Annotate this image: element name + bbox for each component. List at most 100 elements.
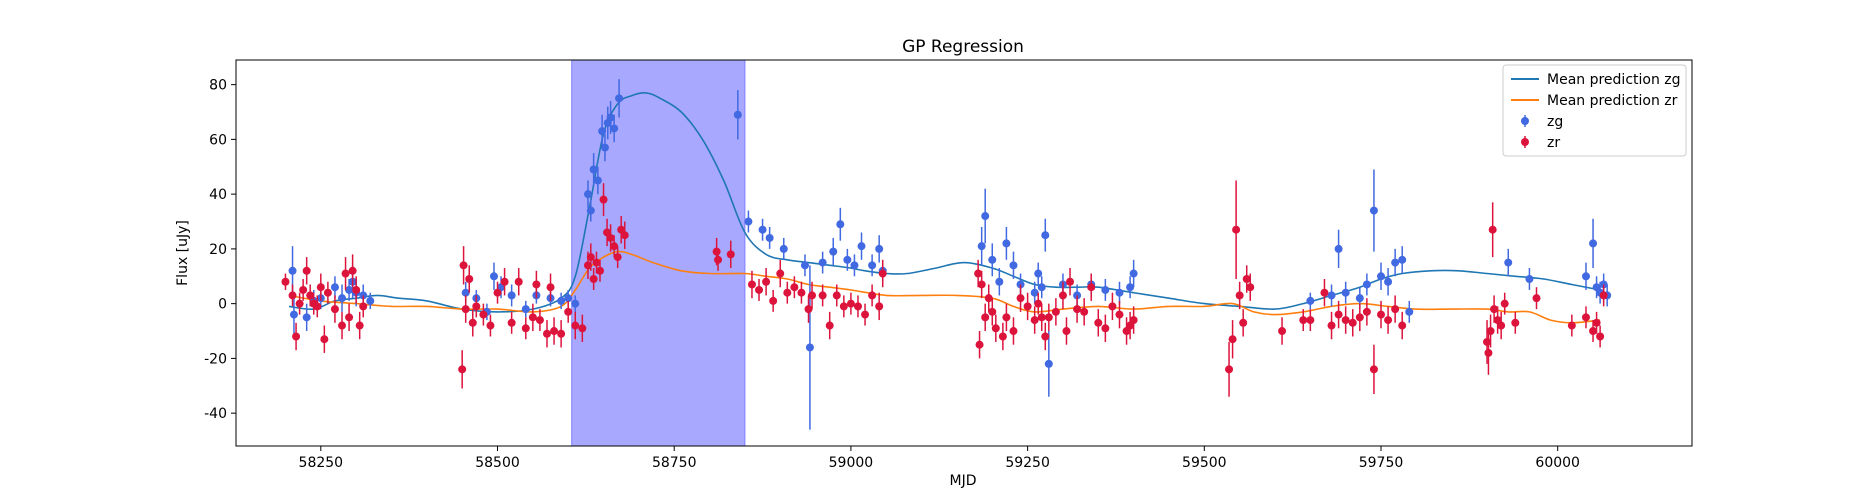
legend: Mean prediction zg Mean prediction zr zg zr: [1502, 64, 1687, 157]
data-point-zg: [1101, 285, 1110, 294]
data-point-zr: [1592, 318, 1601, 327]
data-point-zg: [1504, 258, 1513, 267]
data-point-zr: [1041, 332, 1050, 341]
data-point-zg: [288, 266, 297, 275]
data-point-zg: [1398, 255, 1407, 264]
data-point-zg: [1002, 239, 1011, 248]
data-point-zg: [606, 113, 615, 122]
data-point-zr: [981, 313, 990, 322]
legend-entry-mean-prediction-zg: Mean prediction zg: [1547, 72, 1681, 88]
data-point-zr: [323, 288, 332, 297]
data-point-zr: [714, 255, 723, 264]
data-point-zr: [1341, 316, 1350, 325]
legend-point-swatch: [1521, 138, 1529, 146]
data-point-zg: [1405, 307, 1414, 316]
data-point-zr: [571, 321, 580, 330]
series-zg: [288, 79, 1612, 430]
data-point-zg: [744, 217, 753, 226]
data-point-zg: [598, 127, 607, 136]
data-point-zg: [610, 124, 619, 133]
data-point-zr: [459, 261, 468, 270]
plot-area: [281, 60, 1612, 446]
legend-entry-zg: zg: [1547, 114, 1563, 130]
x-tick-label: 59500: [1182, 455, 1227, 471]
y-tick-label: 80: [209, 78, 227, 94]
data-point-zr: [797, 288, 806, 297]
data-point-zr: [988, 307, 997, 316]
data-point-zr: [586, 253, 595, 262]
chart-title: GP Regression: [902, 37, 1024, 57]
data-point-zg: [461, 288, 470, 297]
data-point-zr: [500, 277, 509, 286]
data-point-zr: [302, 266, 311, 275]
data-point-zr: [610, 242, 619, 251]
data-point-zg: [564, 294, 573, 303]
data-point-zr: [853, 302, 862, 311]
data-point-zr: [832, 291, 841, 300]
data-point-zg: [586, 206, 595, 215]
y-axis: -40 -20 0 20 40 60 80: [204, 78, 236, 422]
data-point-zr: [818, 291, 827, 300]
data-point-zr: [1235, 291, 1244, 300]
y-axis-label: Flux [uJy]: [175, 220, 191, 286]
data-point-zr: [875, 302, 884, 311]
data-point-zg: [805, 343, 814, 352]
data-point-zr: [550, 327, 559, 336]
data-point-zr: [776, 269, 785, 278]
x-tick-label: 59250: [1005, 455, 1050, 471]
x-tick-label: 60000: [1535, 455, 1580, 471]
data-point-zr: [1080, 307, 1089, 316]
data-point-zr: [578, 324, 587, 333]
data-point-zg: [583, 190, 592, 199]
data-point-zr: [1299, 316, 1308, 325]
data-point-zg: [507, 291, 516, 300]
data-point-zr: [1002, 313, 1011, 322]
data-point-zr: [1497, 321, 1506, 330]
data-point-zr: [1488, 225, 1497, 234]
data-point-zr: [299, 285, 308, 294]
data-point-zr: [974, 269, 983, 278]
data-point-zr: [1369, 365, 1378, 374]
data-point-zr: [1242, 275, 1251, 284]
data-point-zr: [1596, 332, 1605, 341]
x-axis-label: MJD: [950, 473, 977, 489]
x-tick-label: 58500: [475, 455, 520, 471]
data-point-zr: [486, 321, 495, 330]
y-tick-label: -20: [204, 351, 227, 367]
data-point-zg: [977, 242, 986, 251]
data-point-zr: [589, 275, 598, 284]
x-tick-label: 59750: [1359, 455, 1404, 471]
data-point-zr: [712, 247, 721, 256]
data-point-zg: [818, 258, 827, 267]
data-point-zr: [726, 250, 735, 259]
data-point-zr: [1232, 225, 1241, 234]
data-point-zr: [316, 283, 325, 292]
data-point-zr: [878, 269, 887, 278]
data-point-zr: [313, 302, 322, 311]
data-point-zr: [1320, 288, 1329, 297]
data-point-zr: [1334, 310, 1343, 319]
data-point-zr: [1051, 307, 1060, 316]
data-point-zg: [1391, 258, 1400, 267]
data-point-zr: [468, 318, 477, 327]
data-point-zr: [1391, 305, 1400, 314]
data-point-zr: [620, 231, 629, 240]
data-point-zr: [1581, 313, 1590, 322]
data-point-zr: [1062, 327, 1071, 336]
data-point-zg: [1327, 291, 1336, 300]
data-point-zr: [1532, 294, 1541, 303]
data-point-zr: [281, 277, 290, 286]
data-point-zr: [458, 365, 467, 374]
data-point-zr: [1030, 316, 1039, 325]
data-point-zr: [846, 299, 855, 308]
data-point-zr: [338, 321, 347, 330]
data-point-zr: [330, 305, 339, 314]
data-point-zr: [1066, 277, 1075, 286]
data-point-zg: [1030, 288, 1039, 297]
data-point-zr: [535, 316, 544, 325]
data-point-zr: [348, 266, 357, 275]
data-point-zr: [1228, 335, 1237, 344]
data-point-zr: [1362, 307, 1371, 316]
data-point-zr: [1037, 313, 1046, 322]
